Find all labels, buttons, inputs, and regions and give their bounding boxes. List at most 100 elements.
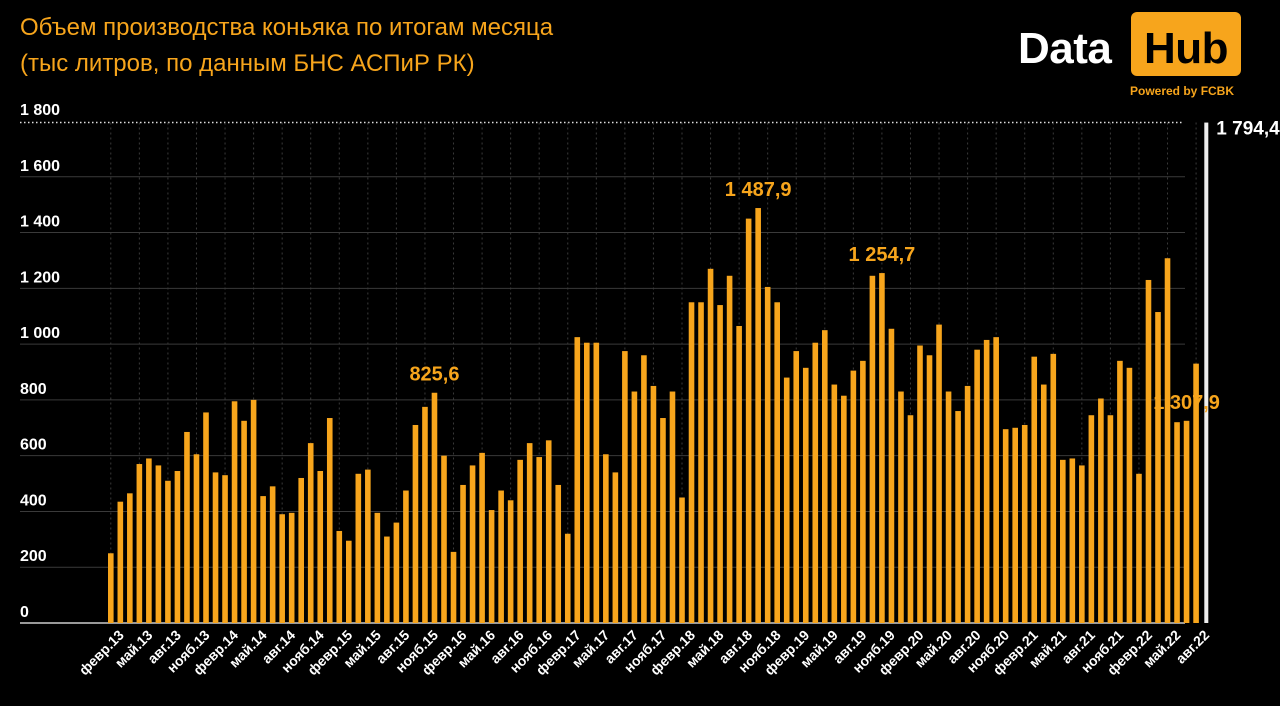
bar	[127, 493, 133, 623]
bar	[403, 490, 409, 623]
bar	[1183, 420, 1190, 623]
bar	[174, 471, 181, 623]
bar	[279, 514, 285, 623]
bar	[317, 471, 324, 623]
bar	[222, 475, 228, 623]
bar	[384, 536, 390, 623]
bar	[869, 275, 876, 623]
bar	[641, 355, 647, 623]
datahub-logo: Data Hub Powered by FCBK	[1018, 12, 1248, 102]
y-tick-label: 200	[20, 548, 47, 565]
logo-hub-box: Hub	[1131, 12, 1241, 76]
bar	[793, 351, 800, 623]
bar	[536, 457, 542, 623]
bar	[1126, 367, 1133, 623]
bar	[983, 339, 990, 623]
bar	[441, 455, 447, 623]
bar	[526, 443, 533, 623]
bar	[1098, 398, 1104, 623]
bar	[1193, 363, 1199, 623]
bar	[507, 500, 514, 623]
data-label: 1 254,7	[849, 244, 916, 266]
chart-title-line1: Объем производства коньяка по итогам мес…	[20, 14, 554, 41]
bar	[822, 330, 828, 623]
bar	[393, 522, 400, 623]
bar	[669, 391, 676, 623]
bar	[450, 551, 457, 623]
bar	[1031, 356, 1038, 623]
bar	[241, 420, 247, 623]
bar	[269, 486, 276, 623]
bar	[898, 391, 904, 623]
bar	[574, 337, 581, 623]
bar	[783, 377, 790, 623]
bar	[460, 484, 466, 623]
bar	[422, 406, 428, 623]
bar	[117, 501, 124, 623]
data-label: 1 487,9	[725, 179, 792, 201]
bar	[365, 469, 371, 623]
bar	[774, 302, 780, 623]
bar	[431, 392, 438, 623]
bar	[545, 440, 552, 623]
bar	[212, 472, 219, 623]
bar	[155, 465, 162, 623]
bar	[993, 337, 999, 623]
y-tick-label: 1 200	[20, 269, 60, 286]
bar	[1002, 429, 1009, 623]
bar	[346, 540, 352, 623]
bar	[945, 391, 952, 623]
bar	[488, 510, 495, 623]
bar	[936, 324, 942, 623]
bar	[1021, 424, 1028, 623]
bar	[698, 302, 704, 623]
bar	[650, 385, 657, 623]
bar	[755, 208, 761, 623]
bar	[336, 530, 343, 623]
bar	[707, 268, 714, 623]
bar	[660, 418, 666, 623]
bar	[1155, 312, 1161, 623]
bar	[879, 273, 885, 623]
bar	[564, 533, 571, 623]
bar	[326, 418, 333, 623]
bar	[831, 384, 838, 623]
bar	[1145, 279, 1152, 623]
x-tick-label: авг.22	[1172, 627, 1212, 667]
bar	[688, 302, 695, 623]
y-tick-label: 1 000	[20, 325, 60, 342]
bar	[612, 472, 619, 623]
bar	[374, 512, 381, 623]
reference-bar	[1204, 122, 1209, 624]
bar	[412, 424, 419, 623]
bar	[1040, 384, 1047, 623]
bar	[888, 328, 895, 623]
bar	[1088, 415, 1095, 623]
bar	[593, 342, 600, 623]
bar	[479, 452, 485, 623]
bar	[184, 431, 190, 623]
bar	[288, 512, 295, 623]
bar	[1060, 459, 1066, 623]
bar	[498, 490, 504, 623]
bar	[165, 480, 171, 623]
reference-label: 1 794,4	[1216, 119, 1280, 140]
y-tick-label: 800	[20, 381, 47, 398]
bar	[841, 395, 847, 623]
y-tick-label: 1 600	[20, 158, 60, 175]
bar	[812, 342, 819, 623]
logo-hub-text: Hub	[1143, 24, 1229, 73]
logo-powered-by: Powered by FCBK	[1130, 84, 1235, 98]
y-tick-label: 0	[20, 604, 29, 621]
bar	[764, 286, 771, 623]
bar	[1069, 458, 1076, 623]
bar	[907, 415, 914, 623]
bar	[1164, 258, 1171, 623]
bar	[584, 342, 590, 623]
bar	[355, 473, 362, 623]
bar	[146, 458, 152, 623]
bar	[203, 412, 209, 623]
bar	[679, 497, 685, 623]
bar	[298, 477, 304, 623]
